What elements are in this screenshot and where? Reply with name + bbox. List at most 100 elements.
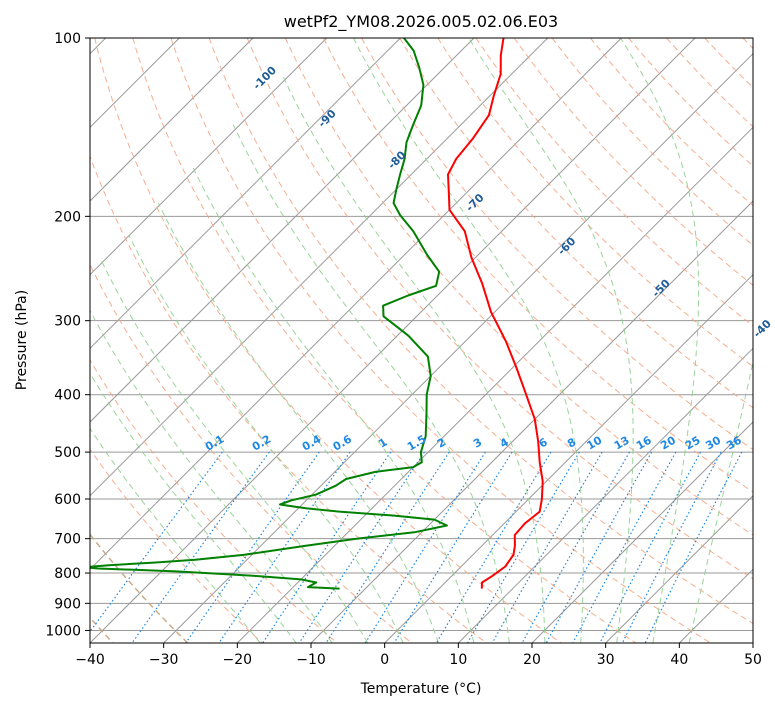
dewpoint-profile-line (90, 38, 448, 590)
moist-adiabat-line (90, 427, 261, 643)
mixing-ratio-label: 1 (376, 436, 389, 451)
moist-adiabat-line (99, 257, 369, 643)
mixing-ratio-label: 30 (703, 433, 723, 452)
isotherm-line (90, 38, 401, 350)
mixing-ratio-label: 36 (724, 433, 744, 452)
isotherm-line (90, 38, 696, 643)
dry-adiabat-line (90, 448, 263, 643)
moist-adiabat-line (192, 166, 475, 643)
adiabat-label: -50 (650, 277, 673, 300)
dry-adiabat-line (475, 38, 753, 327)
dry-adiabat-line (90, 359, 338, 643)
y-tick-label: 600 (54, 492, 81, 508)
isotherm-line (90, 38, 475, 423)
y-tick-label: 700 (54, 532, 81, 548)
moist-adiabat-line (281, 73, 546, 643)
moist-adiabat-line (468, 38, 634, 643)
x-tick-label: −10 (296, 652, 326, 668)
isotherm-line (678, 568, 753, 643)
dry-adiabat-line (590, 38, 753, 207)
isotherm-line (752, 642, 753, 643)
adiabat-label: -90 (316, 107, 339, 130)
isotherm-line (90, 38, 328, 276)
x-tick-label: −30 (149, 652, 179, 668)
mixing-ratio-line (90, 451, 223, 633)
adiabat-label: -100 (250, 63, 279, 92)
isotherm-line (90, 38, 254, 202)
dry-adiabat-line (551, 38, 753, 246)
isotherm-line (310, 200, 753, 643)
line-labels: 0.1 0.2 0.4 0.6 1 1.5 2 3 4 6 8 10 13 16 20 25 30 36-100-… (203, 63, 774, 454)
mixing-ratio-line (298, 451, 425, 643)
dry-adiabat-line (170, 38, 711, 643)
moist-adiabat-line (620, 38, 700, 643)
mixing-ratio-label: 0.2 (250, 433, 273, 454)
dry-adiabat-line (132, 38, 637, 643)
y-tick-label: 1000 (45, 623, 81, 639)
y-tick-label: 400 (54, 388, 81, 404)
x-tick-label: −20 (223, 652, 253, 668)
mixing-ratio-line (131, 451, 270, 643)
mixing-ratio-label: 4 (498, 435, 511, 450)
y-tick-label: 200 (54, 209, 81, 225)
mixing-ratio-line (435, 451, 552, 643)
mixing-ratio-label: 0.4 (300, 432, 324, 453)
adiabat-label: -60 (555, 234, 578, 257)
mixing-ratio-line (364, 451, 486, 643)
mixing-ratio-label: 20 (658, 433, 678, 452)
mixing-ratio-line (218, 451, 351, 643)
x-tick-label: 40 (670, 652, 688, 668)
moist-adiabat-line (128, 234, 404, 643)
y-tick-label: 800 (54, 566, 81, 582)
dry-adiabat-line (246, 38, 753, 580)
mixing-ratio-label: 8 (565, 436, 578, 451)
dry-adiabat-line (90, 155, 487, 643)
mixing-ratio-line (262, 451, 392, 643)
adiabat-label: -40 (751, 317, 774, 340)
mixing-ratio-line (185, 451, 320, 643)
adiabat-label: -70 (463, 191, 486, 214)
moist-adiabat-line (232, 124, 510, 643)
x-tick-label: 10 (449, 652, 467, 668)
mixing-ratio-line (393, 451, 513, 643)
moist-adiabat-line (688, 359, 753, 643)
mixing-ratio-line (491, 451, 603, 643)
isotherm-line (163, 52, 753, 643)
isotherm-line (90, 38, 549, 497)
mixing-ratio-line (621, 451, 722, 643)
moist-adiabat-line (353, 38, 584, 643)
mixing-ratio-line (545, 451, 653, 643)
mixing-ratio-label: 0.1 (203, 433, 226, 454)
isotherm-line (605, 494, 753, 643)
temperature-profile-line (447, 38, 544, 589)
mixing-ratio-line (521, 451, 631, 643)
moist-adiabat-line (90, 372, 297, 643)
x-tick-label: −40 (75, 652, 105, 668)
mixing-ratio-label: 10 (585, 433, 605, 452)
mixing-ratio-label: 25 (683, 434, 703, 453)
dry-adiabat-line (208, 38, 753, 625)
dry-adiabat-line (94, 38, 562, 643)
isotherm-line (531, 421, 753, 643)
mixing-ratio-line (599, 451, 702, 643)
isotherm-line (90, 38, 622, 571)
axes: −40 −30 −20 −10 0 10 20 30 40 50 100 200 300 400 500 60… (45, 31, 762, 668)
plot-frame (89, 37, 754, 644)
moist-adiabat-line (157, 202, 439, 643)
x-tick-label: 20 (523, 652, 541, 668)
dry-adiabat-line (437, 38, 753, 368)
moist-adiabat-line (90, 309, 333, 643)
y-tick-label: 100 (54, 31, 81, 47)
y-tick-label: 900 (54, 596, 81, 612)
x-tick-label: 50 (744, 652, 762, 668)
x-tick-label: 30 (597, 652, 615, 668)
chart-title: wetPf2_YM08.2026.005.02.06.E03 (284, 12, 558, 32)
mixing-ratio-line (572, 451, 677, 643)
x-tick-label: 0 (380, 652, 389, 668)
background-grid (90, 38, 753, 643)
dry-adiabat-line (90, 263, 413, 643)
mixing-ratio-label: 3 (471, 436, 484, 451)
dry-adiabat-line (323, 38, 753, 493)
x-axis-label: Temperature (°C) (360, 681, 482, 697)
